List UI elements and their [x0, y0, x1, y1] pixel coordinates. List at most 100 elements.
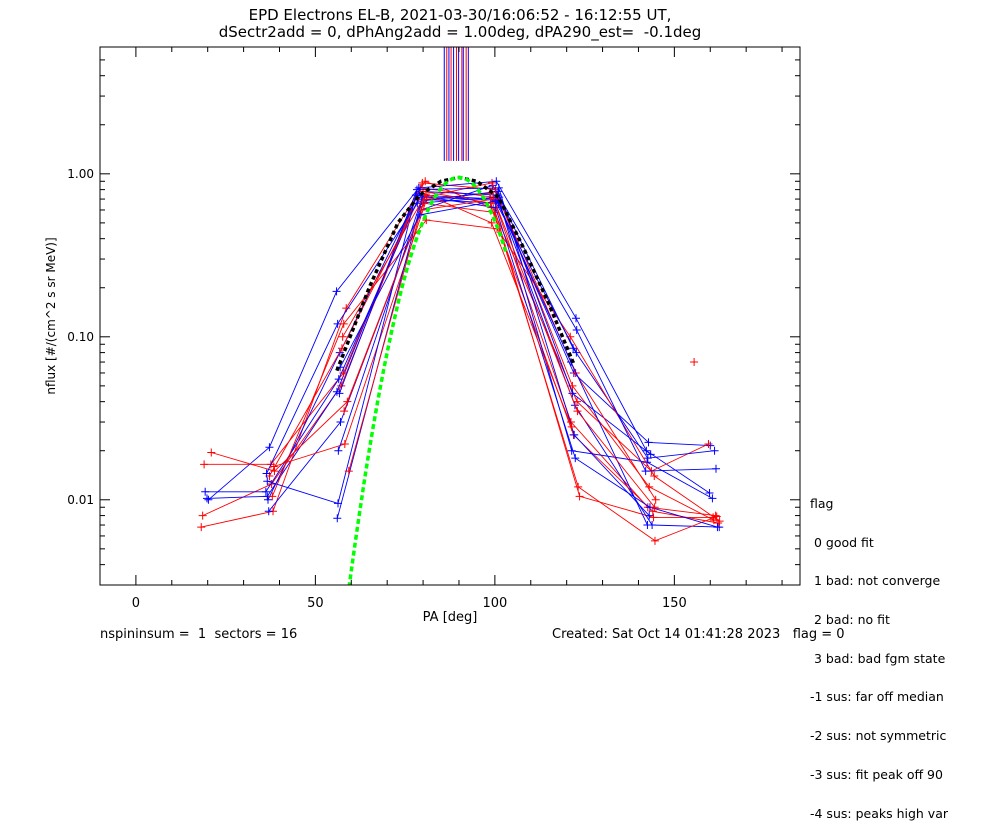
legend-item: -3 sus: fit peak off 90 — [810, 766, 943, 782]
data-point-red — [488, 178, 496, 187]
data-point-blue — [491, 197, 500, 206]
series-line-blue — [336, 190, 651, 519]
footer-spin-info: nspininsum = 1 sectors = 16 — [100, 627, 298, 642]
data-point-red — [573, 397, 582, 406]
data-point-blue — [643, 521, 652, 530]
data-point-red — [340, 439, 349, 448]
data-point-red — [648, 507, 657, 516]
data-point-blue — [334, 499, 342, 508]
flag-legend: flag 0 good fit 1 bad: not converge 2 ba… — [810, 472, 948, 833]
data-point-red — [200, 460, 209, 469]
data-point-blue — [414, 183, 423, 192]
data-point-red — [649, 513, 658, 522]
x-tick-label: 0 — [132, 596, 140, 611]
data-point-red — [650, 503, 659, 512]
data-point-red — [340, 407, 349, 416]
data-point-red — [339, 319, 348, 328]
data-point-red — [339, 368, 348, 377]
data-point-red — [704, 439, 713, 448]
data-point-red — [574, 482, 583, 491]
data-point-blue — [705, 489, 714, 498]
data-point-blue — [572, 314, 580, 323]
data-point-red — [650, 536, 659, 545]
data-point-red — [198, 511, 207, 520]
data-point-red — [267, 479, 276, 488]
chart-subtitle: dSectr2add = 0, dPhAng2add = 1.00deg, dP… — [218, 23, 702, 41]
data-point-blue — [201, 487, 210, 496]
plot-frame — [99, 46, 801, 586]
data-point-blue — [333, 514, 342, 523]
data-point-blue — [264, 507, 273, 516]
data-point-blue — [706, 441, 715, 450]
data-point-red — [651, 495, 660, 504]
data-point-blue — [713, 523, 722, 532]
data-point-blue — [572, 348, 581, 357]
data-point-blue — [494, 183, 503, 192]
series-line-blue — [338, 187, 650, 516]
data-point-red — [269, 462, 278, 471]
legend-title: flag — [810, 495, 834, 511]
data-point-red — [690, 358, 699, 367]
data-point-red — [421, 177, 430, 186]
data-point-red — [197, 523, 206, 532]
y-tick-label: 0.10 — [67, 330, 94, 344]
data-point-red — [575, 492, 584, 501]
data-point-blue — [641, 467, 650, 476]
series-line-red — [343, 198, 655, 508]
data-point-blue — [645, 511, 654, 520]
data-point-blue — [336, 418, 345, 427]
data-point-red — [417, 205, 426, 214]
x-axis-label: PA [deg] — [423, 610, 478, 625]
legend-item: 1 bad: not converge — [810, 573, 941, 589]
data-point-red — [344, 467, 353, 476]
data-point-red — [650, 471, 659, 480]
chart-title: EPD Electrons EL-B, 2021-03-30/16:06:52 … — [248, 6, 672, 24]
data-point-blue — [492, 177, 501, 186]
data-point-blue — [265, 443, 274, 452]
data-point-blue — [712, 464, 720, 473]
data-point-blue — [568, 389, 577, 398]
legend-item: -4 sus: peaks high var — [810, 805, 949, 821]
legend-item: -2 sus: not symmetric — [810, 728, 947, 744]
data-point-blue — [262, 469, 271, 478]
y-tick-label: 0.01 — [67, 493, 94, 507]
legend-item: 2 bad: no fit — [810, 611, 890, 627]
data-point-red — [338, 332, 347, 341]
data-point-blue — [571, 454, 580, 463]
data-point-blue — [412, 185, 421, 194]
y-tick-label: 1.00 — [67, 167, 94, 181]
data-point-blue — [261, 487, 270, 496]
series-line-blue — [208, 180, 710, 501]
data-point-red — [567, 422, 576, 431]
data-point-red — [487, 218, 496, 227]
data-point-red — [207, 448, 216, 457]
data-point-red — [573, 407, 582, 416]
data-point-blue — [334, 375, 343, 384]
legend-item: -1 sus: far off median — [810, 689, 944, 705]
data-point-blue — [710, 446, 719, 455]
data-point-blue — [332, 287, 341, 296]
data-point-blue — [644, 438, 653, 447]
series-line-red — [342, 193, 573, 428]
series-line-blue — [266, 196, 715, 474]
legend-item: 0 good fit — [810, 534, 874, 550]
x-tick-label: 100 — [482, 596, 507, 611]
data-point-blue — [570, 430, 579, 439]
data-point-red — [268, 492, 277, 501]
plot-area — [197, 47, 724, 585]
legend-item: 3 bad: bad fgm state — [810, 650, 946, 666]
x-tick-label: 150 — [662, 596, 687, 611]
data-point-blue — [264, 495, 272, 504]
data-point-blue — [708, 494, 717, 503]
data-point-blue — [415, 210, 424, 219]
data-point-blue — [335, 389, 344, 398]
data-point-blue — [334, 446, 343, 455]
data-point-blue — [646, 450, 655, 459]
series-line-red — [269, 190, 709, 477]
fit-curve — [347, 175, 508, 585]
data-point-red — [715, 517, 724, 526]
y-axis-label: nflux [#/(cm^2 s sr MeV)] — [44, 237, 58, 394]
data-point-red — [709, 513, 718, 522]
chart-plot: 0 50 100 150 PA [deg] 0.01 0.10 1.00 nflux [#/(c… — [44, 46, 801, 625]
series-line-red — [201, 180, 719, 528]
